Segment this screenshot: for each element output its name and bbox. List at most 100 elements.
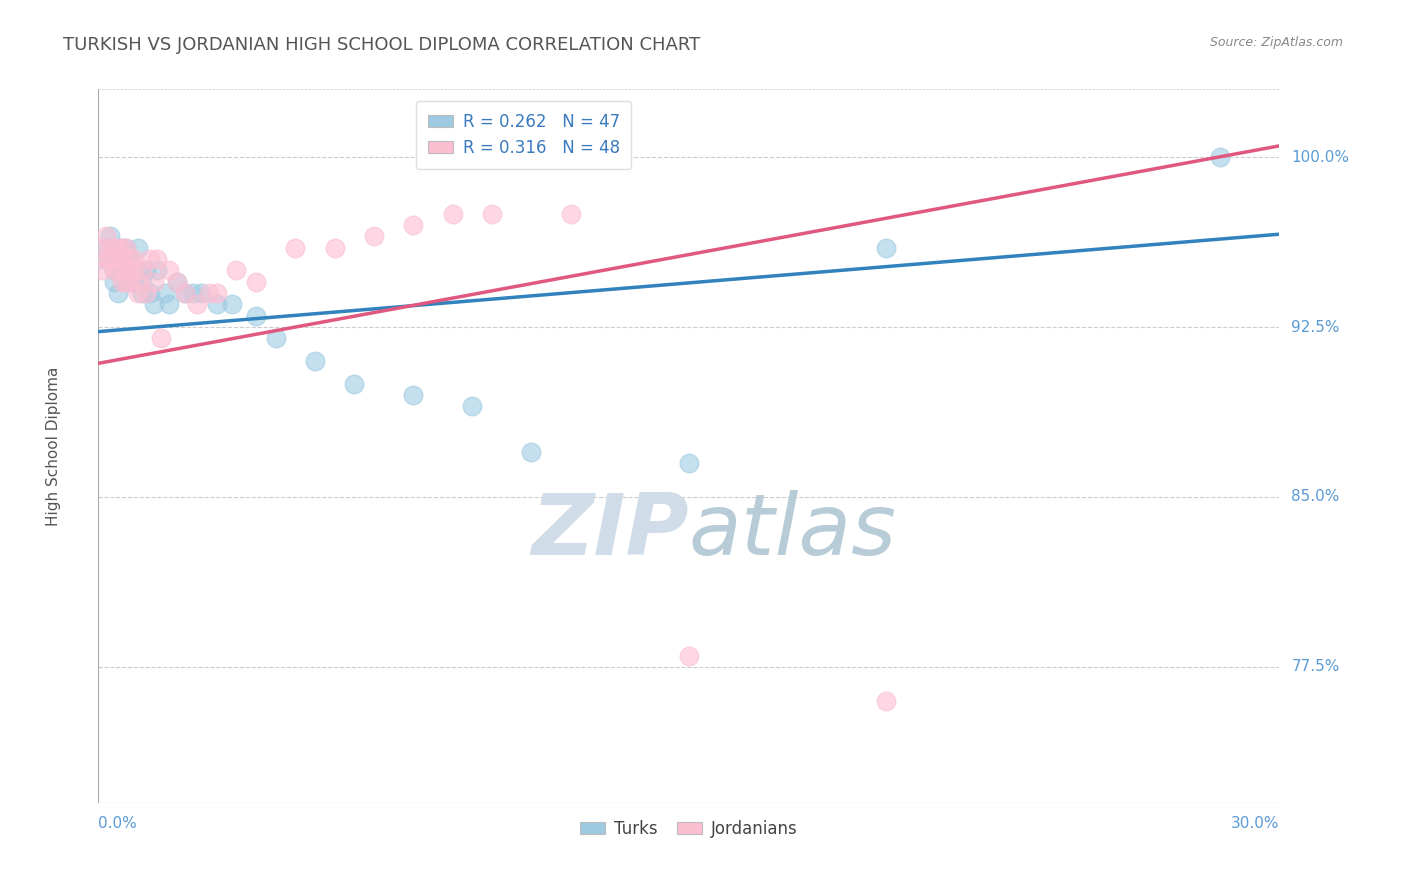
Point: [111, 241, 134, 255]
Text: 85.0%: 85.0%: [1291, 490, 1340, 505]
Text: High School Diploma: High School Diploma: [46, 367, 60, 525]
Point: [135, 263, 157, 277]
Point: [115, 275, 138, 289]
Point: [343, 376, 366, 391]
Point: [131, 286, 153, 301]
Text: 92.5%: 92.5%: [1291, 319, 1340, 334]
Point: [127, 263, 149, 277]
Point: [155, 286, 177, 301]
Point: [264, 331, 287, 345]
Point: [122, 263, 145, 277]
Text: atlas: atlas: [689, 490, 897, 574]
Point: [245, 275, 267, 289]
Point: [118, 275, 141, 289]
Point: [323, 241, 346, 255]
Point: [166, 275, 188, 289]
Point: [111, 252, 134, 266]
Point: [225, 263, 247, 277]
Point: [122, 252, 145, 266]
Text: 30.0%: 30.0%: [1232, 816, 1279, 831]
Point: [127, 241, 149, 255]
Point: [135, 286, 157, 301]
Text: 0.0%: 0.0%: [98, 816, 138, 831]
Point: [146, 252, 169, 266]
Point: [98, 252, 121, 266]
Point: [875, 241, 897, 255]
Point: [402, 218, 425, 232]
Point: [107, 241, 129, 255]
Point: [150, 331, 173, 345]
Point: [103, 241, 125, 255]
Point: [284, 241, 307, 255]
Point: [103, 263, 125, 277]
Point: [111, 241, 134, 255]
Point: [115, 252, 138, 266]
Point: [205, 297, 228, 311]
Point: [186, 297, 208, 311]
Point: [118, 252, 141, 266]
Point: [118, 263, 141, 277]
Point: [103, 275, 125, 289]
Point: [363, 229, 385, 244]
Point: [118, 263, 141, 277]
Point: [138, 252, 160, 266]
Point: [98, 241, 121, 255]
Point: [118, 252, 141, 266]
Point: [221, 297, 243, 311]
Point: [91, 263, 114, 277]
Point: [190, 286, 212, 301]
Point: [98, 229, 121, 244]
Point: [875, 694, 897, 708]
Point: [481, 207, 503, 221]
Point: [115, 263, 138, 277]
Point: [678, 648, 700, 663]
Point: [131, 275, 153, 289]
Point: [174, 286, 197, 301]
Text: Source: ZipAtlas.com: Source: ZipAtlas.com: [1209, 36, 1343, 49]
Point: [91, 241, 114, 255]
Point: [107, 252, 129, 266]
Text: 100.0%: 100.0%: [1291, 150, 1350, 165]
Point: [98, 252, 121, 266]
Point: [107, 286, 129, 301]
Point: [402, 388, 425, 402]
Point: [166, 275, 188, 289]
Point: [157, 263, 180, 277]
Point: [103, 263, 125, 277]
Point: [461, 400, 484, 414]
Point: [181, 286, 204, 301]
Point: [96, 241, 118, 255]
Point: [131, 263, 153, 277]
Point: [91, 252, 114, 266]
Point: [122, 263, 145, 277]
Point: [107, 241, 129, 255]
Point: [197, 286, 219, 301]
Point: [118, 275, 141, 289]
Text: TURKISH VS JORDANIAN HIGH SCHOOL DIPLOMA CORRELATION CHART: TURKISH VS JORDANIAN HIGH SCHOOL DIPLOMA…: [63, 36, 700, 54]
Point: [560, 207, 582, 221]
Point: [115, 241, 138, 255]
Point: [142, 297, 165, 311]
Point: [115, 275, 138, 289]
Point: [122, 275, 145, 289]
Point: [103, 241, 125, 255]
Point: [138, 286, 160, 301]
Point: [174, 286, 197, 301]
Point: [107, 252, 129, 266]
Point: [678, 456, 700, 470]
Point: [146, 263, 169, 277]
Point: [96, 229, 118, 244]
Point: [111, 275, 134, 289]
Point: [96, 252, 118, 266]
Point: [157, 297, 180, 311]
Point: [142, 275, 165, 289]
Point: [127, 275, 149, 289]
Point: [1209, 150, 1232, 164]
Point: [111, 252, 134, 266]
Point: [205, 286, 228, 301]
Point: [520, 444, 543, 458]
Point: [115, 241, 138, 255]
Text: 77.5%: 77.5%: [1291, 659, 1340, 674]
Legend: Turks, Jordanians: Turks, Jordanians: [574, 814, 804, 845]
Point: [127, 286, 149, 301]
